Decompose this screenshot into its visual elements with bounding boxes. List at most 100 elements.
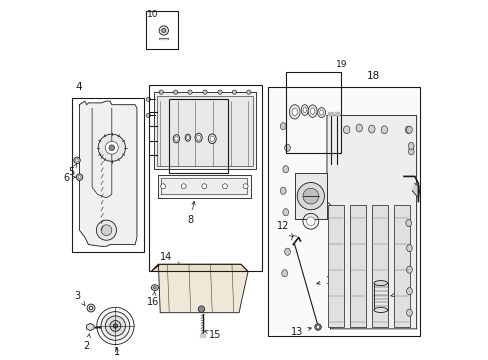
- Bar: [373, 283, 387, 310]
- Ellipse shape: [210, 136, 214, 141]
- Ellipse shape: [406, 126, 411, 134]
- Polygon shape: [199, 334, 205, 337]
- Circle shape: [316, 325, 319, 328]
- Polygon shape: [411, 184, 419, 198]
- Ellipse shape: [407, 148, 413, 155]
- Circle shape: [78, 176, 81, 179]
- Ellipse shape: [380, 126, 387, 134]
- Text: 8: 8: [187, 201, 195, 225]
- Bar: [145, 12, 178, 49]
- Ellipse shape: [406, 288, 411, 295]
- Ellipse shape: [281, 270, 287, 277]
- Ellipse shape: [407, 142, 413, 149]
- Text: 12: 12: [277, 221, 292, 237]
- Ellipse shape: [208, 134, 216, 144]
- Ellipse shape: [174, 136, 178, 141]
- Text: 6: 6: [63, 173, 76, 183]
- Circle shape: [110, 320, 121, 331]
- Circle shape: [76, 174, 82, 180]
- Ellipse shape: [301, 105, 308, 116]
- Bar: [349, 205, 365, 327]
- Circle shape: [113, 324, 117, 328]
- Ellipse shape: [310, 108, 314, 114]
- Text: 15: 15: [204, 330, 221, 340]
- Ellipse shape: [280, 123, 285, 130]
- Polygon shape: [158, 175, 250, 198]
- Polygon shape: [159, 38, 168, 40]
- Polygon shape: [151, 264, 247, 271]
- Circle shape: [98, 134, 125, 161]
- Circle shape: [187, 90, 192, 94]
- Ellipse shape: [282, 166, 288, 173]
- Ellipse shape: [405, 126, 410, 134]
- Polygon shape: [161, 178, 247, 194]
- Ellipse shape: [282, 209, 288, 216]
- Circle shape: [203, 90, 207, 94]
- Ellipse shape: [186, 136, 189, 140]
- Ellipse shape: [151, 285, 158, 291]
- Ellipse shape: [319, 110, 323, 115]
- Text: 13: 13: [291, 327, 311, 337]
- Bar: [371, 205, 387, 327]
- Text: 4: 4: [75, 82, 81, 92]
- Polygon shape: [328, 112, 332, 116]
- Circle shape: [105, 141, 118, 154]
- Text: 5: 5: [68, 164, 77, 177]
- Circle shape: [314, 324, 321, 330]
- Circle shape: [181, 184, 186, 189]
- Ellipse shape: [405, 220, 411, 226]
- Circle shape: [97, 307, 134, 345]
- Ellipse shape: [153, 287, 156, 289]
- Circle shape: [159, 26, 168, 35]
- Circle shape: [173, 90, 178, 94]
- Ellipse shape: [373, 280, 387, 285]
- Circle shape: [101, 312, 129, 340]
- Bar: [156, 96, 253, 166]
- Circle shape: [89, 306, 93, 310]
- Ellipse shape: [317, 108, 325, 118]
- Bar: [169, 99, 228, 173]
- Text: 17: 17: [390, 289, 408, 298]
- Ellipse shape: [368, 125, 374, 133]
- Ellipse shape: [406, 244, 411, 252]
- Ellipse shape: [303, 107, 306, 113]
- Circle shape: [243, 184, 247, 189]
- Circle shape: [232, 90, 236, 94]
- Circle shape: [76, 159, 78, 162]
- Circle shape: [160, 184, 165, 189]
- Ellipse shape: [196, 135, 200, 140]
- Text: 18: 18: [366, 71, 380, 81]
- Text: 10: 10: [147, 10, 158, 19]
- Ellipse shape: [355, 124, 362, 132]
- Circle shape: [96, 220, 116, 240]
- Circle shape: [146, 113, 150, 118]
- Ellipse shape: [373, 307, 387, 312]
- Bar: [267, 87, 419, 336]
- Ellipse shape: [185, 134, 190, 141]
- Text: 14: 14: [160, 252, 180, 265]
- Polygon shape: [151, 264, 247, 313]
- Polygon shape: [86, 323, 94, 330]
- Bar: [149, 85, 262, 271]
- Polygon shape: [326, 116, 416, 329]
- Bar: [154, 92, 256, 169]
- Circle shape: [222, 184, 227, 189]
- Ellipse shape: [291, 108, 297, 116]
- Circle shape: [306, 217, 314, 226]
- Ellipse shape: [195, 133, 202, 142]
- Circle shape: [159, 90, 163, 94]
- Ellipse shape: [406, 266, 411, 273]
- Circle shape: [87, 304, 95, 312]
- Circle shape: [297, 183, 324, 210]
- Bar: [294, 173, 326, 220]
- Ellipse shape: [406, 309, 411, 316]
- Text: 1: 1: [114, 347, 120, 357]
- Ellipse shape: [284, 248, 290, 255]
- Text: 3: 3: [74, 291, 85, 306]
- Circle shape: [101, 225, 112, 235]
- Circle shape: [146, 97, 150, 102]
- Circle shape: [109, 145, 115, 150]
- Circle shape: [218, 90, 222, 94]
- Ellipse shape: [280, 187, 285, 194]
- Circle shape: [246, 90, 250, 94]
